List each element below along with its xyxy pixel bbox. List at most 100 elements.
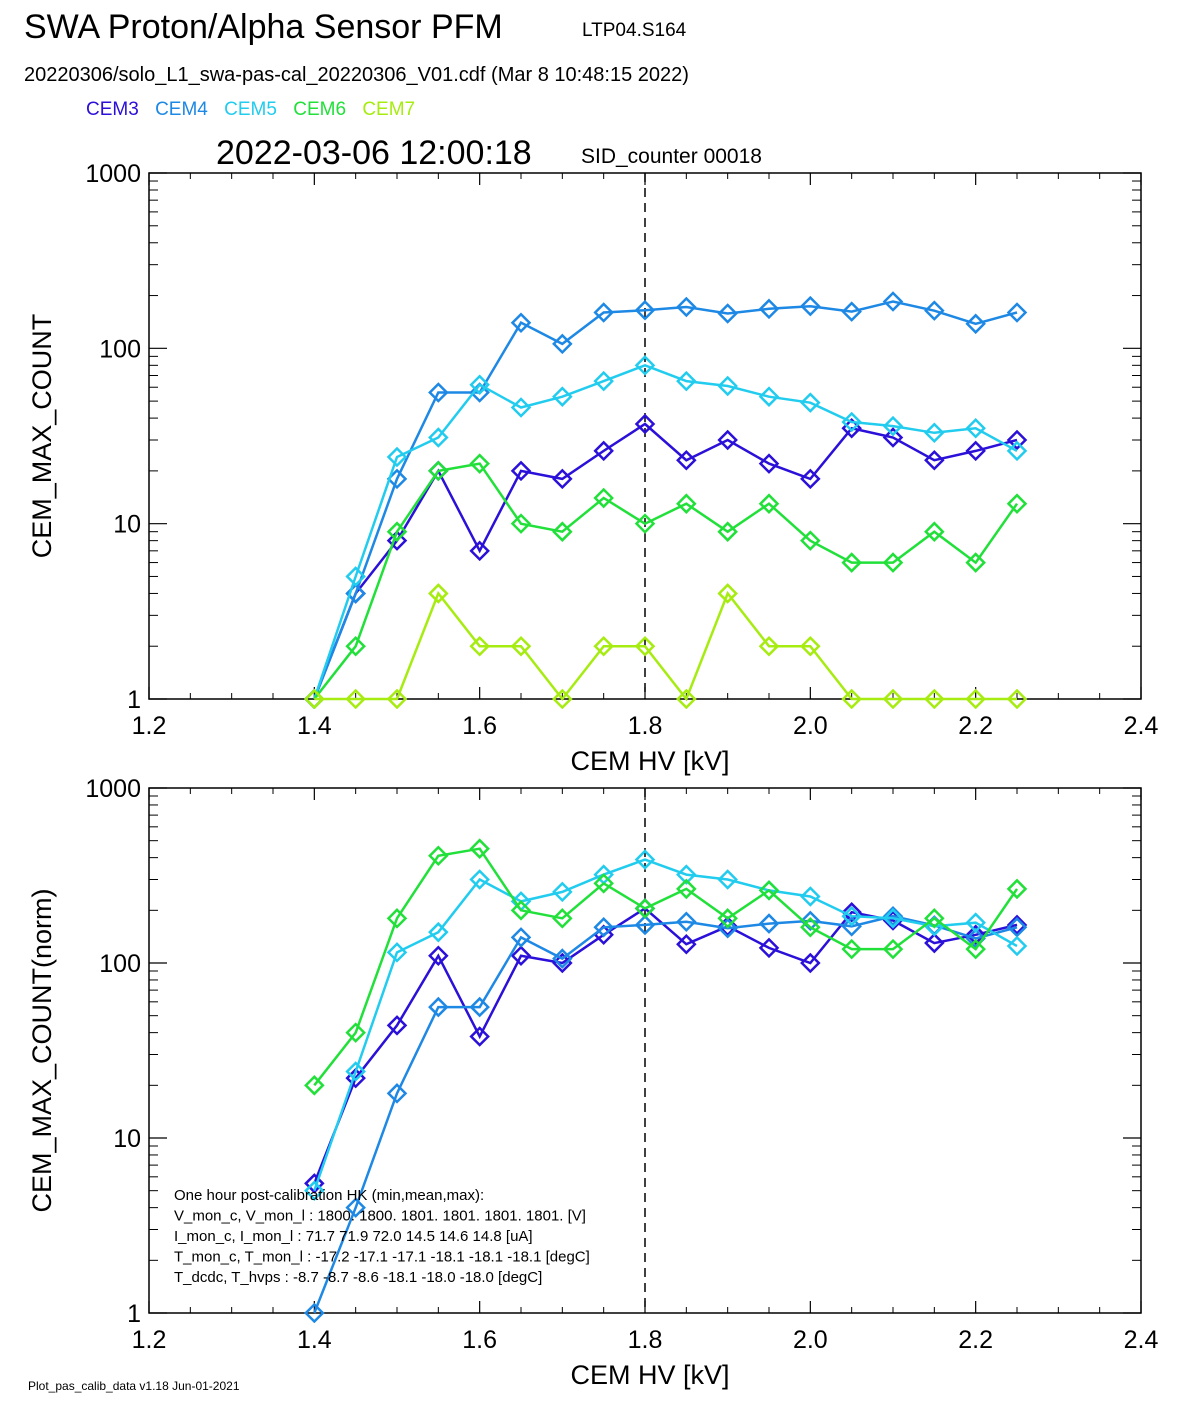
legend: CEM3 CEM4 CEM5 CEM6 CEM7 <box>86 99 426 121</box>
data-point <box>758 880 780 901</box>
x-tick-label: 2.4 <box>1124 1326 1159 1354</box>
data-point <box>965 938 986 960</box>
series-cem4 <box>304 291 1028 709</box>
data-point <box>469 382 490 403</box>
data-point <box>552 386 573 407</box>
data-point <box>965 313 986 335</box>
series-line <box>314 590 1017 702</box>
data-point <box>1006 440 1028 462</box>
data-point <box>717 429 738 451</box>
data-point <box>841 905 862 927</box>
data-point <box>758 635 780 657</box>
data-point <box>469 1026 490 1047</box>
data-point <box>841 688 862 709</box>
data-point <box>428 996 449 1018</box>
data-point <box>510 460 532 482</box>
y-axis-label: CEM_MAX_COUNT <box>27 314 57 559</box>
x-tick-label: 1.4 <box>297 1326 332 1354</box>
data-point <box>1006 688 1028 709</box>
data-point <box>593 873 614 894</box>
data-point <box>386 1015 408 1036</box>
data-point <box>593 635 614 657</box>
x-tick-label: 2.2 <box>958 712 993 740</box>
x-tick-label: 1.2 <box>132 712 167 740</box>
data-point <box>428 945 449 967</box>
data-point <box>345 566 366 587</box>
hk-line: T_dcdc, T_hvps : -8.7 -8.7 -8.6 -18.1 -1… <box>174 1269 542 1286</box>
data-point <box>428 427 449 448</box>
source-filename: 20220306/solo_L1_swa-pas-cal_20220306_V0… <box>24 64 689 86</box>
data-point <box>386 530 408 551</box>
data-point <box>428 460 449 482</box>
data-point <box>717 375 738 397</box>
data-point <box>924 449 945 471</box>
data-point <box>552 908 573 929</box>
data-point <box>593 487 614 509</box>
series-cem3 <box>304 413 1028 709</box>
y-tick-label: 1000 <box>85 775 141 803</box>
data-point <box>469 869 490 890</box>
plot-2: 1.2 1.4 1.6 1.8 2.0 2.2 2.4 1 10 100 1000 CEM HV [k… <box>27 775 1158 1390</box>
data-point <box>593 917 614 938</box>
data-point <box>634 849 656 870</box>
data-point <box>965 912 986 933</box>
data-point <box>882 427 904 448</box>
data-point <box>552 881 573 903</box>
data-point <box>882 905 904 927</box>
y-tick-label: 1 <box>127 1300 141 1328</box>
data-point <box>510 945 532 967</box>
series-cem6 <box>304 838 1028 1096</box>
x-tick-label: 2.0 <box>793 1326 828 1354</box>
data-point <box>593 302 614 323</box>
data-point <box>1006 493 1028 514</box>
data-point <box>924 521 945 542</box>
series-cem5 <box>304 355 1028 709</box>
series-cem5 <box>304 849 1028 1201</box>
data-point <box>428 382 449 403</box>
data-point <box>717 908 738 929</box>
data-point <box>800 952 821 974</box>
data-point <box>800 530 821 551</box>
x-tick-label: 1.4 <box>297 712 332 740</box>
x-tick-label: 2.2 <box>958 1326 993 1354</box>
series-line <box>313 363 1018 700</box>
data-point <box>882 415 904 437</box>
y-tick-label: 10 <box>113 511 141 539</box>
data-point <box>758 493 780 514</box>
data-point <box>841 552 862 573</box>
series-line <box>313 858 1018 1192</box>
data-point <box>510 312 532 333</box>
data-point <box>593 440 614 462</box>
data-point <box>469 996 490 1018</box>
legend-item-cem5: CEM5 <box>224 99 277 120</box>
series-line <box>313 847 1019 1087</box>
y-tick-label: 1 <box>127 686 141 714</box>
data-point <box>634 413 656 435</box>
data-point <box>634 299 656 321</box>
data-point <box>841 411 862 433</box>
data-point <box>676 688 697 709</box>
data-point <box>800 295 821 317</box>
data-point <box>1006 914 1028 936</box>
data-point <box>593 370 614 392</box>
data-point <box>758 937 780 959</box>
data-point <box>345 1022 366 1043</box>
data-point <box>469 453 490 474</box>
legend-item-cem6: CEM6 <box>293 99 347 120</box>
data-point <box>758 453 780 474</box>
data-point <box>469 838 490 859</box>
data-point <box>634 355 656 376</box>
data-point <box>510 900 532 921</box>
data-point <box>717 521 738 542</box>
legend-item-cem3: CEM3 <box>86 99 139 120</box>
data-point <box>386 446 408 468</box>
data-point <box>552 468 573 490</box>
data-point <box>924 908 945 929</box>
data-point <box>634 513 656 534</box>
data-point <box>552 521 573 542</box>
x-tick-label: 2.4 <box>1124 712 1159 740</box>
data-point <box>552 333 573 355</box>
series-line <box>313 422 1018 700</box>
x-tick-label: 1.2 <box>132 1326 167 1354</box>
data-point <box>304 1173 325 1194</box>
